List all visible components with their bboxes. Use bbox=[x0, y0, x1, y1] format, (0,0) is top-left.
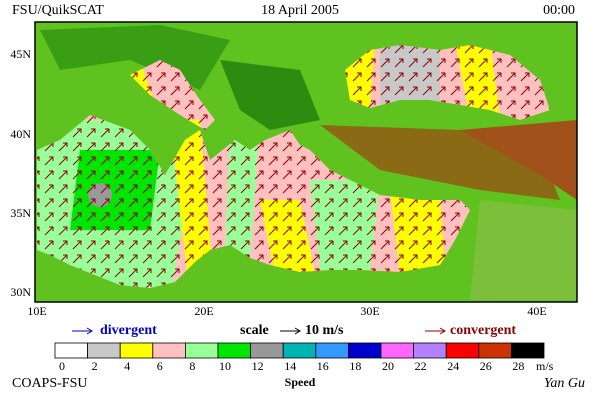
convergent-arrow bbox=[439, 327, 446, 335]
colorbar-label: 8 bbox=[189, 359, 195, 373]
lon-labels: 10E 20E 30E 40E bbox=[27, 304, 546, 318]
color-box bbox=[152, 342, 186, 359]
legend: divergent scale 10 m/s convergent bbox=[72, 323, 516, 338]
color-box bbox=[445, 342, 480, 359]
color-box bbox=[217, 342, 251, 359]
colorbar-label: 26 bbox=[480, 359, 492, 373]
colorbar-label: 14 bbox=[284, 359, 296, 373]
convergent-label: convergent bbox=[450, 323, 516, 338]
date: 18 April 2005 bbox=[261, 3, 339, 18]
color-box bbox=[478, 342, 512, 359]
color-box bbox=[54, 342, 88, 359]
colorbar-label: 20 bbox=[382, 359, 394, 373]
colorbar-label: 0 bbox=[59, 359, 65, 373]
map-area bbox=[34, 21, 578, 303]
colorbar-label: 16 bbox=[317, 359, 329, 373]
lon-label: 30E bbox=[360, 304, 379, 318]
colorbar-label: 2 bbox=[92, 359, 98, 373]
color-box bbox=[250, 342, 284, 359]
color-box bbox=[510, 342, 545, 359]
lat-label: 45N bbox=[10, 47, 31, 61]
color-box bbox=[184, 342, 219, 359]
color-box bbox=[347, 342, 382, 359]
divergent-label: divergent bbox=[100, 323, 157, 338]
scale-label: scale bbox=[240, 323, 269, 338]
source: FSU/QuikSCAT bbox=[12, 3, 104, 18]
colorbar-unit: m/s bbox=[536, 359, 554, 373]
colorbar-label: 4 bbox=[124, 359, 130, 373]
color-box bbox=[380, 342, 414, 359]
lat-label: 35N bbox=[10, 206, 31, 220]
color-box bbox=[87, 342, 121, 359]
terrain bbox=[460, 120, 577, 200]
color-box bbox=[282, 342, 317, 359]
colorbar: 0 2 4 6 8 10 12 14 16 18 20 22 24 26 28 m/s bbox=[54, 342, 554, 373]
colorbar-label: 6 bbox=[157, 359, 163, 373]
lon-label: 20E bbox=[194, 304, 213, 318]
author: Yan Gu bbox=[544, 376, 585, 391]
lat-label: 40N bbox=[10, 127, 31, 141]
colorbar-label: 22 bbox=[415, 359, 427, 373]
colorbar-label: 28 bbox=[512, 359, 524, 373]
scale-arrow bbox=[294, 327, 301, 335]
lon-label: 40E bbox=[527, 304, 546, 318]
lat-label: 30N bbox=[10, 285, 31, 299]
color-box bbox=[315, 342, 349, 359]
colorbar-title: Speed bbox=[285, 375, 316, 389]
color-box bbox=[413, 342, 447, 359]
terrain bbox=[220, 60, 320, 130]
colorbar-label: 24 bbox=[447, 359, 459, 373]
lon-label: 10E bbox=[27, 304, 46, 318]
lat-labels: 45N 40N 35N 30N bbox=[10, 47, 31, 299]
org: COAPS-FSU bbox=[12, 376, 87, 391]
time: 00:00 bbox=[543, 3, 575, 18]
map-frame bbox=[34, 21, 578, 303]
scale-value: 10 m/s bbox=[305, 323, 344, 338]
color-box bbox=[119, 342, 154, 359]
divergent-arrow bbox=[86, 327, 93, 335]
colorbar-label: 18 bbox=[349, 359, 361, 373]
colorbar-label: 12 bbox=[252, 359, 264, 373]
colorbar-label: 10 bbox=[219, 359, 231, 373]
terrain bbox=[470, 200, 577, 300]
